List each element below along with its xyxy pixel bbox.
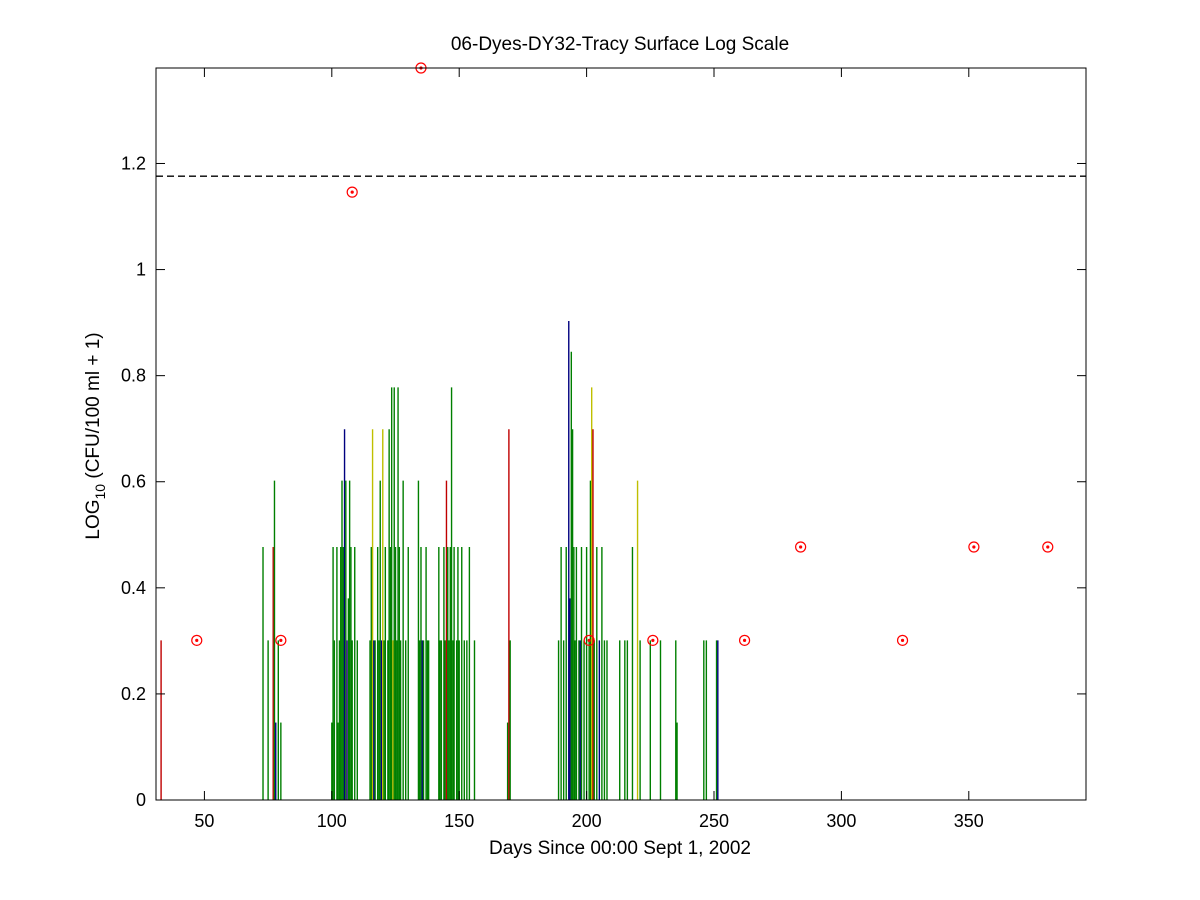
marker-ring — [738, 634, 751, 646]
marker-ring — [191, 634, 203, 646]
x-tick-label: 250 — [699, 811, 729, 831]
x-tick-label: 100 — [317, 811, 347, 831]
marker-dot — [279, 638, 283, 642]
marker-dot — [972, 545, 976, 549]
y-tick-label: 0.2 — [121, 684, 146, 704]
y-axis-label-main: LOG — [83, 499, 104, 539]
plot-area: 50 100 150 200 250 300 350 0 0.2 0.4 0.6 0.8 1 1.2 — [121, 62, 1087, 831]
marker-ring — [647, 634, 659, 646]
marker-dot — [587, 638, 591, 642]
marker-dot — [651, 638, 655, 642]
marker-ring — [346, 186, 358, 198]
marker-point-0 — [191, 634, 203, 646]
x-tick-label: 150 — [444, 811, 474, 831]
marker-point-2 — [346, 186, 358, 198]
x-axis-label: Days Since 00:00 Sept 1, 2002 — [489, 838, 751, 859]
marker-point-7 — [795, 541, 807, 553]
axes-background — [156, 68, 1086, 800]
marker-ring — [968, 541, 980, 553]
marker-point-9 — [968, 541, 980, 553]
marker-point-1 — [275, 634, 287, 646]
marker-dot — [900, 638, 905, 642]
marker-point-5 — [647, 634, 659, 646]
x-tick-label: 350 — [954, 811, 984, 831]
y-tick-label: 0.4 — [121, 578, 146, 598]
marker-ring — [275, 634, 287, 646]
marker-ring — [583, 634, 595, 646]
y-axis-label: LOG10 (CFU/100 ml + 1) — [83, 332, 108, 539]
marker-ring — [896, 634, 909, 646]
y-tick-label: 1 — [136, 260, 146, 280]
marker-dot — [1046, 545, 1050, 549]
x-axis-ticks: 50 100 150 200 250 300 350 — [194, 68, 984, 831]
y-axis-ticks: 0 0.2 0.4 0.6 0.8 1 1.2 — [121, 153, 1086, 810]
chart-title: 06-Dyes-DY32-Tracy Surface Log Scale — [451, 34, 789, 55]
bars-layer — [160, 321, 719, 800]
y-tick-label: 0.6 — [121, 472, 146, 492]
marker-dot — [195, 638, 199, 642]
marker-dot — [350, 190, 354, 194]
x-tick-label: 50 — [194, 811, 214, 831]
marker-dot — [742, 638, 747, 642]
marker-point-10 — [1042, 541, 1054, 553]
x-tick-label: 300 — [826, 811, 856, 831]
x-tick-label: 200 — [572, 811, 602, 831]
axes-box — [155, 67, 1087, 801]
marker-point-6 — [738, 634, 751, 646]
markers-layer — [191, 62, 1054, 646]
marker-dot — [799, 545, 803, 549]
y-axis-label-rest: (CFU/100 ml + 1) — [83, 332, 104, 484]
marker-ring — [795, 541, 807, 553]
y-tick-label: 0.8 — [121, 366, 146, 386]
marker-ring — [1042, 541, 1054, 553]
y-tick-label: 1.2 — [121, 153, 146, 173]
marker-point-8 — [896, 634, 909, 646]
marker-point-4 — [583, 634, 595, 646]
y-axis-label-subscript: 10 — [92, 484, 108, 500]
y-tick-label: 0 — [136, 790, 146, 810]
